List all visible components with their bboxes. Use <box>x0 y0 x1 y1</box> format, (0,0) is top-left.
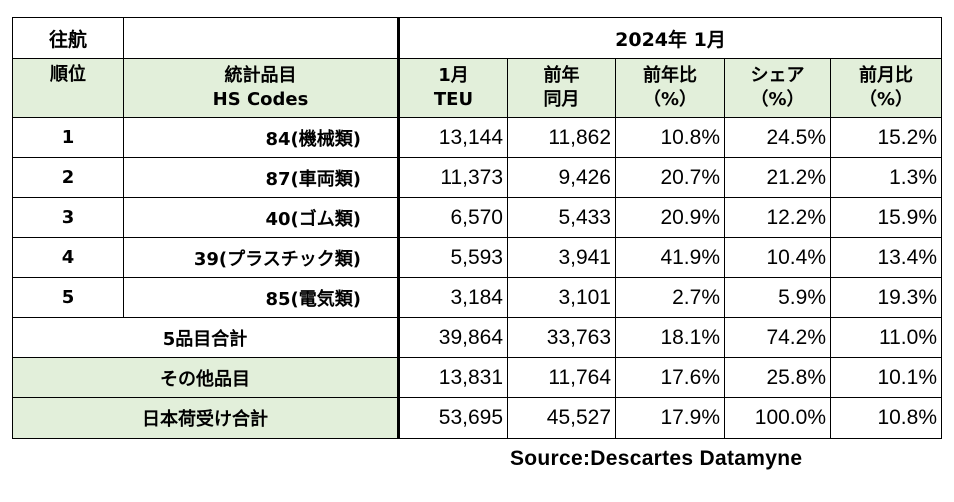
header-teu-line2: TEU <box>433 89 474 110</box>
header-share-line2: （%） <box>750 89 805 110</box>
total-yoy: 18.1% <box>615 317 725 358</box>
header-prev-line2: 同月 <box>543 89 580 110</box>
total-share: 25.8% <box>724 357 831 398</box>
row-item: 85(電気類) <box>123 277 400 318</box>
row-yoy: 20.7% <box>615 157 725 198</box>
row-item: 87(車両類) <box>123 157 400 198</box>
row-rank: 1 <box>12 117 124 158</box>
row-share: 5.9% <box>724 277 831 318</box>
row-yoy: 20.9% <box>615 197 725 238</box>
total-row-top5: 5品目合計 39,864 33,763 18.1% 74.2% 11.0% <box>12 317 942 358</box>
row-teu: 11,373 <box>398 157 508 198</box>
total-label: その他品目 <box>12 357 400 398</box>
total-mom: 10.8% <box>830 397 942 439</box>
period-label: 2024年 1月 <box>398 17 942 59</box>
total-row-japan: 日本荷受け合計 53,695 45,527 17.9% 100.0% 10.8% <box>12 397 942 439</box>
total-share: 100.0% <box>724 397 831 439</box>
header-teu-line1: 1月 <box>438 65 469 86</box>
row-rank: 5 <box>12 277 124 318</box>
row-item: 84(機械類) <box>123 117 400 158</box>
row-prev: 3,101 <box>507 277 616 318</box>
header-yoy-line1: 前年比 <box>643 65 697 86</box>
header-prev-line1: 前年 <box>543 65 580 86</box>
row-share: 21.2% <box>724 157 831 198</box>
header-yoy: 前年比 （%） <box>615 58 725 118</box>
total-teu: 53,695 <box>398 397 508 439</box>
header-row: 順位 統計品目 HS Codes 1月 TEU 前年 同月 前年比 （%） シェ… <box>12 58 942 118</box>
header-teu: 1月 TEU <box>398 58 508 118</box>
header-rank-label: 順位 <box>50 64 86 85</box>
total-label: 日本荷受け合計 <box>12 397 400 439</box>
total-mom: 11.0% <box>830 317 942 358</box>
row-share: 12.2% <box>724 197 831 238</box>
header-item: 統計品目 HS Codes <box>123 58 400 118</box>
corner-label: 往航 <box>12 17 124 59</box>
total-share: 74.2% <box>724 317 831 358</box>
total-prev: 11,764 <box>507 357 616 398</box>
row-prev: 5,433 <box>507 197 616 238</box>
header-mom-line2: （%） <box>858 89 914 110</box>
total-row-others: その他品目 13,831 11,764 17.6% 25.8% 10.1% <box>12 357 942 398</box>
title-row: 往航 2024年 1月 <box>12 17 942 59</box>
table-row: 2 87(車両類) 11,373 9,426 20.7% 21.2% 1.3% <box>12 157 942 198</box>
row-mom: 1.3% <box>830 157 942 198</box>
table-row: 1 84(機械類) 13,144 11,862 10.8% 24.5% 15.2… <box>12 117 942 158</box>
table-row: 3 40(ゴム類) 6,570 5,433 20.9% 12.2% 15.9% <box>12 197 942 238</box>
header-share: シェア （%） <box>724 58 831 118</box>
header-item-line1: 統計品目 <box>224 65 297 86</box>
row-rank: 4 <box>12 237 124 278</box>
row-mom: 15.2% <box>830 117 942 158</box>
row-item: 39(プラスチック類) <box>123 237 400 278</box>
total-prev: 33,763 <box>507 317 616 358</box>
row-yoy: 2.7% <box>615 277 725 318</box>
header-rank: 順位 <box>12 58 124 118</box>
total-mom: 10.1% <box>830 357 942 398</box>
row-prev: 9,426 <box>507 157 616 198</box>
row-mom: 13.4% <box>830 237 942 278</box>
table-row: 4 39(プラスチック類) 5,593 3,941 41.9% 10.4% 13… <box>12 237 942 278</box>
total-teu: 13,831 <box>398 357 508 398</box>
table-row: 5 85(電気類) 3,184 3,101 2.7% 5.9% 19.3% <box>12 277 942 318</box>
row-rank: 2 <box>12 157 124 198</box>
header-yoy-line2: （%） <box>642 89 698 110</box>
row-yoy: 41.9% <box>615 237 725 278</box>
trade-table: 往航 2024年 1月 順位 統計品目 HS Codes 1月 TEU 前年 同… <box>12 17 942 439</box>
row-yoy: 10.8% <box>615 117 725 158</box>
row-item: 40(ゴム類) <box>123 197 400 238</box>
row-mom: 19.3% <box>830 277 942 318</box>
title-spacer <box>123 17 400 59</box>
row-share: 24.5% <box>724 117 831 158</box>
row-prev: 3,941 <box>507 237 616 278</box>
total-teu: 39,864 <box>398 317 508 358</box>
header-mom: 前月比 （%） <box>830 58 942 118</box>
total-yoy: 17.6% <box>615 357 725 398</box>
total-label: 5品目合計 <box>12 317 400 358</box>
row-prev: 11,862 <box>507 117 616 158</box>
row-teu: 13,144 <box>398 117 508 158</box>
row-share: 10.4% <box>724 237 831 278</box>
row-mom: 15.9% <box>830 197 942 238</box>
row-teu: 3,184 <box>398 277 508 318</box>
header-share-line1: シェア <box>750 65 805 86</box>
row-rank: 3 <box>12 197 124 238</box>
header-mom-line1: 前月比 <box>859 65 913 86</box>
row-teu: 6,570 <box>398 197 508 238</box>
source-note: Source:Descartes Datamyne <box>510 447 803 470</box>
total-yoy: 17.9% <box>615 397 725 439</box>
header-prev: 前年 同月 <box>507 58 616 118</box>
row-teu: 5,593 <box>398 237 508 278</box>
total-prev: 45,527 <box>507 397 616 439</box>
header-item-line2: HS Codes <box>212 89 309 110</box>
